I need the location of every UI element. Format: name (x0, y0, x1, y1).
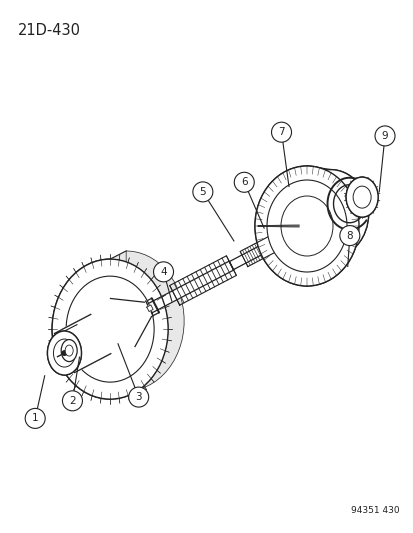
Text: 7: 7 (278, 127, 284, 137)
Circle shape (62, 391, 82, 411)
Ellipse shape (53, 339, 75, 367)
Ellipse shape (345, 177, 377, 217)
Text: 2: 2 (69, 396, 76, 406)
Ellipse shape (266, 180, 346, 272)
Polygon shape (78, 261, 233, 349)
Text: 21D-430: 21D-430 (18, 23, 81, 38)
Ellipse shape (292, 169, 368, 257)
Polygon shape (110, 251, 184, 399)
Ellipse shape (66, 276, 154, 382)
Circle shape (153, 262, 173, 282)
Circle shape (374, 126, 394, 146)
Text: 8: 8 (346, 231, 352, 240)
Ellipse shape (280, 196, 332, 256)
Polygon shape (141, 298, 159, 318)
Polygon shape (62, 314, 110, 368)
Ellipse shape (47, 331, 81, 375)
Ellipse shape (352, 186, 370, 208)
Ellipse shape (65, 345, 73, 356)
Polygon shape (55, 314, 110, 373)
Circle shape (339, 225, 359, 246)
Ellipse shape (280, 196, 332, 256)
Ellipse shape (254, 166, 358, 286)
Circle shape (192, 182, 212, 202)
Text: 1: 1 (32, 414, 38, 423)
Text: 4: 4 (160, 267, 166, 277)
Ellipse shape (52, 259, 168, 399)
Polygon shape (147, 305, 153, 312)
Polygon shape (229, 192, 365, 270)
Ellipse shape (266, 180, 346, 272)
Circle shape (25, 408, 45, 429)
Text: 3: 3 (135, 392, 142, 402)
Ellipse shape (345, 177, 377, 217)
Ellipse shape (61, 340, 77, 361)
Text: 94351 430: 94351 430 (351, 506, 399, 515)
Ellipse shape (254, 166, 358, 286)
Text: 9: 9 (381, 131, 387, 141)
Circle shape (61, 350, 67, 356)
Polygon shape (306, 166, 330, 286)
Polygon shape (64, 325, 77, 375)
Ellipse shape (47, 331, 81, 375)
Ellipse shape (352, 186, 370, 208)
Ellipse shape (53, 339, 75, 367)
Ellipse shape (66, 276, 154, 382)
Text: 5: 5 (199, 187, 206, 197)
Circle shape (234, 172, 254, 192)
Text: 6: 6 (240, 177, 247, 187)
Polygon shape (110, 298, 151, 346)
Ellipse shape (52, 259, 168, 399)
Ellipse shape (292, 169, 368, 257)
Circle shape (128, 387, 148, 407)
Circle shape (271, 122, 291, 142)
